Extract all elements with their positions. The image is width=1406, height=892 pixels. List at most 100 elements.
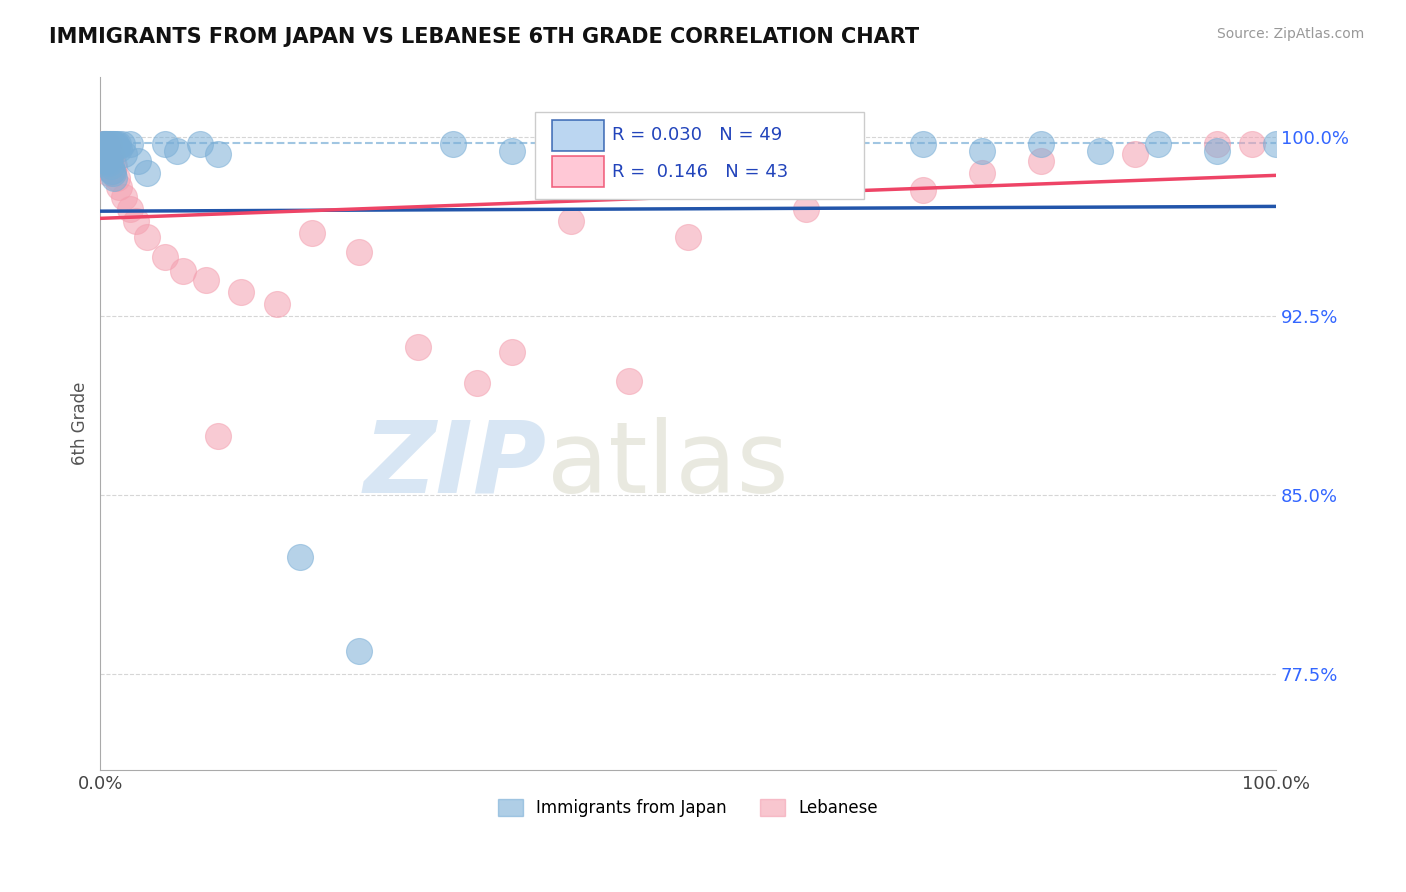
Point	[103, 166, 125, 180]
Point	[112, 190, 135, 204]
Point	[96, 137, 118, 152]
Point	[912, 137, 935, 152]
Point	[91, 137, 114, 152]
Point	[101, 137, 124, 152]
Point	[406, 340, 429, 354]
Point	[103, 170, 125, 185]
Point	[1206, 145, 1229, 159]
Point	[107, 137, 129, 152]
Point	[96, 161, 118, 176]
Point	[207, 146, 229, 161]
Text: Source: ZipAtlas.com: Source: ZipAtlas.com	[1216, 27, 1364, 41]
Point	[794, 202, 817, 216]
Point	[97, 137, 120, 152]
Point	[112, 146, 135, 161]
Point	[98, 137, 121, 152]
Point	[465, 376, 488, 391]
Point	[195, 273, 218, 287]
FancyBboxPatch shape	[536, 112, 865, 199]
Point	[153, 250, 176, 264]
Text: IMMIGRANTS FROM JAPAN VS LEBANESE 6TH GRADE CORRELATION CHART: IMMIGRANTS FROM JAPAN VS LEBANESE 6TH GR…	[49, 27, 920, 46]
Point	[118, 202, 141, 216]
Text: R =  0.146   N = 43: R = 0.146 N = 43	[612, 163, 787, 181]
Point	[172, 264, 194, 278]
Legend: Immigrants from Japan, Lebanese: Immigrants from Japan, Lebanese	[491, 792, 884, 824]
Point	[103, 163, 125, 178]
Point	[96, 152, 118, 166]
Point	[166, 145, 188, 159]
Point	[136, 166, 159, 180]
Point	[290, 550, 312, 565]
Point	[124, 213, 146, 227]
Point	[501, 345, 523, 359]
Point	[735, 137, 758, 152]
Point	[96, 154, 118, 169]
Point	[96, 137, 118, 152]
Point	[441, 137, 464, 152]
Point	[98, 149, 121, 163]
Point	[103, 159, 125, 173]
Point	[93, 137, 115, 152]
Point	[1088, 145, 1111, 159]
Point	[912, 183, 935, 197]
Point	[108, 142, 131, 156]
Point	[97, 166, 120, 180]
Point	[94, 152, 117, 166]
Point	[105, 139, 128, 153]
Point	[188, 137, 211, 152]
Point	[101, 149, 124, 163]
Y-axis label: 6th Grade: 6th Grade	[72, 382, 89, 466]
Point	[105, 170, 128, 185]
Point	[153, 137, 176, 152]
Point	[93, 137, 115, 152]
Point	[1147, 137, 1170, 152]
Point	[301, 226, 323, 240]
Point	[118, 137, 141, 152]
Point	[104, 137, 127, 152]
Point	[1029, 154, 1052, 169]
Point	[93, 146, 115, 161]
Point	[100, 159, 122, 173]
Point	[96, 137, 118, 152]
Point	[583, 137, 606, 152]
Point	[98, 152, 121, 166]
Text: R = 0.030   N = 49: R = 0.030 N = 49	[612, 126, 782, 144]
Point	[207, 428, 229, 442]
Point	[347, 244, 370, 259]
Point	[101, 163, 124, 178]
Point	[110, 137, 132, 152]
Point	[818, 145, 841, 159]
Point	[619, 374, 641, 388]
Point	[96, 137, 118, 152]
Point	[970, 145, 993, 159]
Point	[266, 297, 288, 311]
Point	[103, 137, 125, 152]
Point	[97, 156, 120, 170]
Point	[91, 137, 114, 152]
Point	[676, 145, 699, 159]
Point	[347, 643, 370, 657]
FancyBboxPatch shape	[551, 120, 603, 151]
Point	[231, 285, 253, 300]
Text: ZIP: ZIP	[364, 417, 547, 514]
Point	[97, 137, 120, 152]
Point	[96, 156, 118, 170]
Point	[1265, 137, 1288, 152]
Point	[100, 137, 122, 152]
Point	[1029, 137, 1052, 152]
Point	[100, 159, 122, 173]
Point	[94, 137, 117, 152]
Point	[1123, 146, 1146, 161]
FancyBboxPatch shape	[551, 156, 603, 186]
Point	[1206, 137, 1229, 152]
Point	[560, 213, 582, 227]
Point	[127, 154, 149, 169]
Point	[94, 146, 117, 161]
Point	[501, 145, 523, 159]
Point	[676, 230, 699, 244]
Text: atlas: atlas	[547, 417, 789, 514]
Point	[94, 137, 117, 152]
Point	[103, 137, 125, 152]
Point	[136, 230, 159, 244]
Point	[970, 166, 993, 180]
